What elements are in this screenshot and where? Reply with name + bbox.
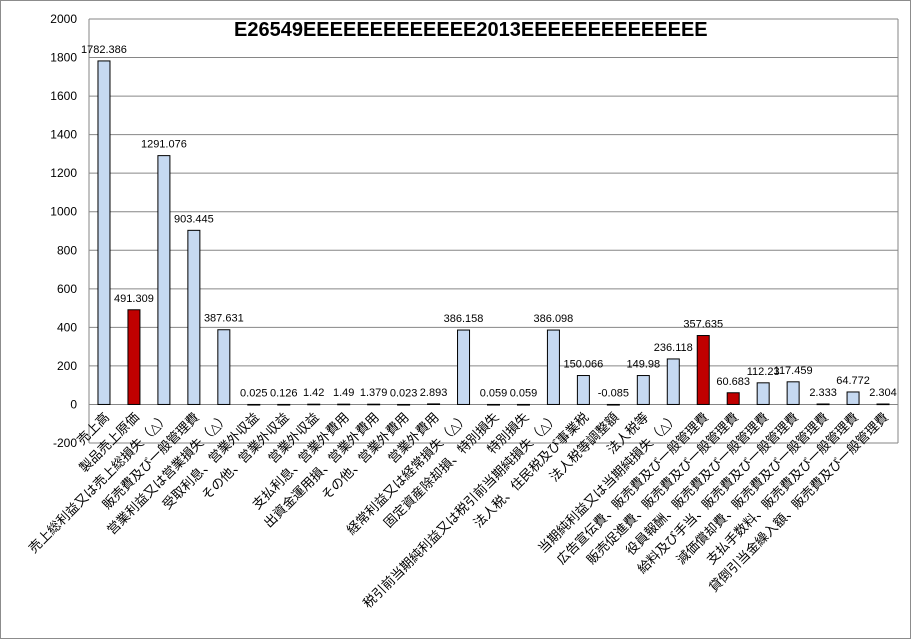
y-tick-label: 1400: [50, 128, 77, 142]
y-tick-label: 800: [57, 243, 77, 257]
data-labels: 1782.386 491.309 1291.076 903.445 387.631 0.0…: [81, 44, 897, 400]
y-tick-label: 1000: [50, 205, 77, 219]
data-label: 64.772: [836, 375, 870, 387]
data-label: 150.066: [564, 359, 604, 371]
bar: [97, 60, 111, 405]
data-label: 1.42: [303, 387, 324, 399]
y-tick-label: 0: [70, 397, 77, 411]
data-label: 1.379: [360, 387, 388, 399]
y-tick-label: 400: [57, 320, 77, 334]
bar: [576, 375, 590, 405]
bars: [97, 60, 890, 406]
data-label: 0.025: [240, 387, 268, 399]
bar: [516, 403, 530, 406]
data-label: 149.98: [626, 359, 660, 371]
data-label: 357.635: [683, 319, 723, 331]
data-label: 903.445: [174, 213, 214, 225]
y-tick-label: 200: [57, 359, 77, 373]
chart-title: E26549EEEEEEEEEEEEE2013EEEEEEEEEEEEEE: [234, 19, 708, 41]
y-tick-label: 1800: [50, 51, 77, 65]
bar: [606, 403, 620, 406]
y-tick-label: 1200: [50, 166, 77, 180]
data-label: 1291.076: [141, 139, 187, 151]
bar: [726, 392, 740, 405]
data-label: 386.158: [444, 313, 484, 325]
data-label: 60.683: [716, 376, 750, 388]
bar: [217, 329, 231, 405]
bar: [397, 403, 411, 406]
bar: [277, 403, 291, 406]
bar: [367, 403, 381, 406]
data-label: 2.893: [420, 387, 448, 399]
bar: [546, 329, 560, 405]
data-label: 0.059: [510, 387, 538, 399]
category-labels: 売上高製品売上原価売上総利益又は売上総損失（△）販売費及び一般管理費営業利益又は…: [26, 410, 892, 612]
bar: [157, 155, 171, 405]
data-label: -0.085: [598, 387, 629, 399]
data-label: 236.118: [654, 342, 693, 354]
bar: [636, 375, 650, 405]
data-label: 112.23: [747, 366, 780, 378]
bar: [127, 309, 141, 405]
bar: [187, 229, 201, 405]
data-label: 387.631: [204, 313, 244, 325]
bar: [307, 403, 321, 406]
bar: [846, 391, 860, 405]
data-label: 386.098: [534, 313, 574, 325]
data-label: 1782.386: [81, 44, 127, 56]
data-label: 1.49: [333, 387, 354, 399]
bar: [457, 329, 471, 405]
y-tick-label: 2000: [50, 12, 77, 26]
bar: [876, 403, 890, 406]
data-label: 2.304: [869, 387, 897, 399]
data-label: 117.459: [774, 365, 813, 377]
bar: [786, 381, 800, 405]
gridlines: [89, 18, 898, 444]
y-tick-label: 1600: [50, 89, 77, 103]
bar: [666, 358, 680, 405]
y-tick-label: -200: [53, 436, 77, 450]
bar: [247, 403, 261, 406]
bar: [756, 382, 770, 405]
data-label: 491.309: [114, 293, 154, 305]
bar: [337, 403, 351, 406]
bar: [696, 335, 710, 405]
data-label: 0.023: [390, 387, 418, 399]
bar: [816, 403, 830, 406]
y-tick-label: 600: [57, 282, 77, 296]
y-axis: -200 0 200 400 600 800 1000 1200 1400 1600 1800 200…: [50, 12, 899, 450]
data-label: 0.059: [480, 387, 508, 399]
bar: [487, 403, 500, 406]
data-label: 0.126: [270, 387, 298, 399]
data-label: 2.333: [809, 387, 837, 399]
bar: [427, 403, 441, 405]
